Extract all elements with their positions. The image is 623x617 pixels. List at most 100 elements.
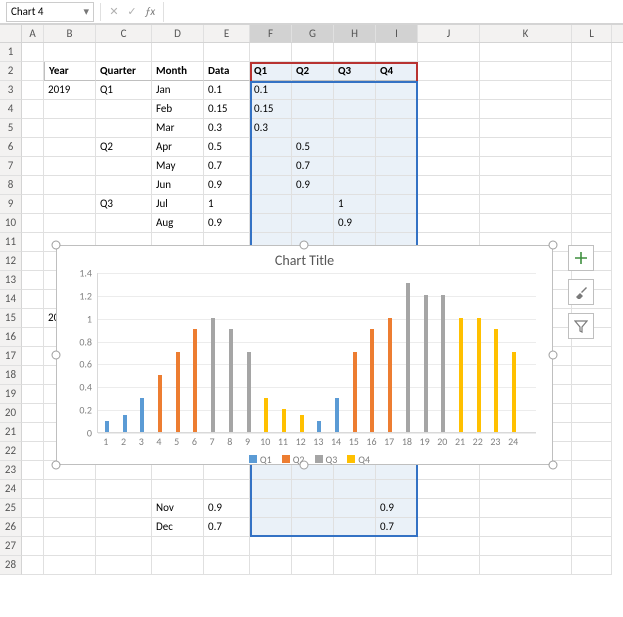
- cell-A13[interactable]: [22, 271, 44, 290]
- cell-D8[interactable]: Jun: [152, 176, 204, 195]
- cell-C24[interactable]: [96, 480, 152, 499]
- cell-B6[interactable]: [44, 138, 96, 157]
- cell-A14[interactable]: [22, 290, 44, 309]
- cell-B10[interactable]: [44, 214, 96, 233]
- cell-E5[interactable]: 0.3: [204, 119, 250, 138]
- cell-F9[interactable]: [250, 195, 292, 214]
- cell-I6[interactable]: [376, 138, 418, 157]
- cell-L18[interactable]: [572, 366, 612, 385]
- bar-7[interactable]: [211, 318, 215, 432]
- cell-B3[interactable]: 2019: [44, 81, 96, 100]
- row-header-9[interactable]: 9: [0, 195, 22, 214]
- cell-F26[interactable]: [250, 518, 292, 537]
- cell-H24[interactable]: [334, 480, 376, 499]
- cell-A2[interactable]: [22, 62, 44, 81]
- row-header-16[interactable]: 16: [0, 328, 22, 347]
- col-header-A[interactable]: A: [22, 25, 44, 42]
- row-header-2[interactable]: 2: [0, 62, 22, 81]
- cell-L28[interactable]: [572, 556, 612, 575]
- bar-16[interactable]: [370, 329, 374, 432]
- col-header-C[interactable]: C: [96, 25, 152, 42]
- bar-21[interactable]: [459, 318, 463, 432]
- cell-A20[interactable]: [22, 404, 44, 423]
- cell-K25[interactable]: [480, 499, 572, 518]
- row-header-26[interactable]: 26: [0, 518, 22, 537]
- bar-14[interactable]: [335, 398, 339, 432]
- row-header-18[interactable]: 18: [0, 366, 22, 385]
- cell-F2[interactable]: Q1: [250, 62, 292, 81]
- cell-C8[interactable]: [96, 176, 152, 195]
- cell-A16[interactable]: [22, 328, 44, 347]
- cell-J6[interactable]: [418, 138, 480, 157]
- cell-E6[interactable]: 0.5: [204, 138, 250, 157]
- cell-B25[interactable]: [44, 499, 96, 518]
- cell-I28[interactable]: [376, 556, 418, 575]
- cell-L20[interactable]: [572, 404, 612, 423]
- cell-L27[interactable]: [572, 537, 612, 556]
- cell-E26[interactable]: 0.7: [204, 518, 250, 537]
- row-header-4[interactable]: 4: [0, 100, 22, 119]
- cell-D24[interactable]: [152, 480, 204, 499]
- col-header-E[interactable]: E: [204, 25, 250, 42]
- cell-C10[interactable]: [96, 214, 152, 233]
- bar-8[interactable]: [229, 329, 233, 432]
- cell-K5[interactable]: [480, 119, 572, 138]
- cell-K6[interactable]: [480, 138, 572, 157]
- row-header-19[interactable]: 19: [0, 385, 22, 404]
- cell-J10[interactable]: [418, 214, 480, 233]
- cell-E28[interactable]: [204, 556, 250, 575]
- cell-G10[interactable]: [292, 214, 334, 233]
- cell-F4[interactable]: 0.15: [250, 100, 292, 119]
- cell-D9[interactable]: Jul: [152, 195, 204, 214]
- row-header-20[interactable]: 20: [0, 404, 22, 423]
- cell-F1[interactable]: [250, 43, 292, 62]
- cell-J1[interactable]: [418, 43, 480, 62]
- cell-H7[interactable]: [334, 157, 376, 176]
- cell-L24[interactable]: [572, 480, 612, 499]
- cell-I24[interactable]: [376, 480, 418, 499]
- cell-C1[interactable]: [96, 43, 152, 62]
- cell-F6[interactable]: [250, 138, 292, 157]
- cell-I10[interactable]: [376, 214, 418, 233]
- bar-11[interactable]: [282, 409, 286, 432]
- row-header-11[interactable]: 11: [0, 233, 22, 252]
- cell-H10[interactable]: 0.9: [334, 214, 376, 233]
- row-header-13[interactable]: 13: [0, 271, 22, 290]
- cell-C4[interactable]: [96, 100, 152, 119]
- cell-L3[interactable]: [572, 81, 612, 100]
- cell-D26[interactable]: Dec: [152, 518, 204, 537]
- cell-E3[interactable]: 0.1: [204, 81, 250, 100]
- bar-5[interactable]: [176, 352, 180, 432]
- cell-H6[interactable]: [334, 138, 376, 157]
- cell-D7[interactable]: May: [152, 157, 204, 176]
- cell-A18[interactable]: [22, 366, 44, 385]
- cell-H3[interactable]: [334, 81, 376, 100]
- chart-styles-button[interactable]: [568, 279, 594, 305]
- cell-A12[interactable]: [22, 252, 44, 271]
- col-header-I[interactable]: I: [376, 25, 418, 42]
- row-header-17[interactable]: 17: [0, 347, 22, 366]
- cell-B24[interactable]: [44, 480, 96, 499]
- cell-L10[interactable]: [572, 214, 612, 233]
- cell-H28[interactable]: [334, 556, 376, 575]
- cell-G24[interactable]: [292, 480, 334, 499]
- formula-input[interactable]: [163, 2, 623, 22]
- cell-K3[interactable]: [480, 81, 572, 100]
- bar-2[interactable]: [123, 415, 127, 432]
- cell-F28[interactable]: [250, 556, 292, 575]
- cell-J5[interactable]: [418, 119, 480, 138]
- chevron-down-icon[interactable]: ▾: [83, 5, 89, 18]
- cell-I5[interactable]: [376, 119, 418, 138]
- cell-B28[interactable]: [44, 556, 96, 575]
- cell-F27[interactable]: [250, 537, 292, 556]
- bar-15[interactable]: [353, 352, 357, 432]
- select-all-corner[interactable]: [0, 25, 22, 42]
- cell-D25[interactable]: Nov: [152, 499, 204, 518]
- cell-A21[interactable]: [22, 423, 44, 442]
- cell-I26[interactable]: 0.7: [376, 518, 418, 537]
- cell-K8[interactable]: [480, 176, 572, 195]
- cell-D5[interactable]: Mar: [152, 119, 204, 138]
- cell-A22[interactable]: [22, 442, 44, 461]
- bar-1[interactable]: [105, 421, 109, 432]
- bar-17[interactable]: [388, 318, 392, 432]
